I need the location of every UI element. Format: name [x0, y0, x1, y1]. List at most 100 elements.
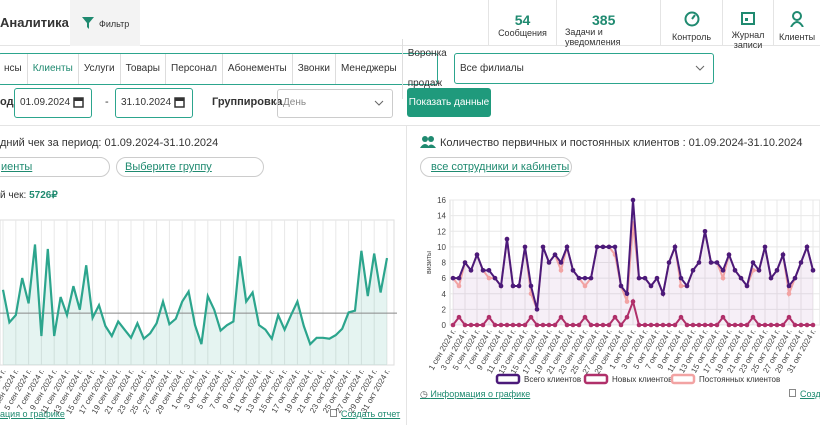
point [498, 283, 504, 289]
grouping-select[interactable]: День [277, 89, 393, 118]
tab[interactable]: нсы [4, 63, 22, 74]
point [726, 322, 732, 328]
point [666, 260, 672, 265]
date-input[interactable]: 31.10.2024 [115, 88, 193, 118]
point [768, 322, 774, 328]
stat-value: 54 [514, 12, 531, 28]
report-link[interactable]: Созда [789, 389, 820, 399]
point [786, 283, 792, 289]
point [588, 322, 594, 328]
point [540, 244, 546, 250]
filter-label: Фильтр [99, 19, 130, 29]
calendar-icon [174, 97, 185, 108]
nav-item[interactable]: Журнал записи [722, 0, 773, 50]
point [468, 322, 474, 328]
dropdown-label: иенты [1, 161, 33, 173]
tab[interactable]: Менеджеры [334, 54, 402, 84]
area [453, 200, 813, 325]
app-title: Аналитика [0, 15, 69, 30]
point [528, 283, 534, 289]
filter-icon [82, 17, 94, 29]
point [648, 283, 654, 289]
select-value: Все филиалы [460, 63, 524, 74]
area [3, 244, 387, 365]
point [726, 252, 732, 257]
point [600, 322, 606, 328]
divider [406, 125, 407, 425]
point [798, 322, 804, 328]
submit-button[interactable]: Показать данные [407, 88, 491, 117]
y-tick-label: 12 [437, 227, 446, 236]
point [450, 322, 456, 328]
tab[interactable]: Абонементы [221, 54, 292, 84]
point [672, 244, 678, 250]
point [702, 228, 708, 234]
filter-tab[interactable]: Фильтр [70, 0, 140, 46]
point [684, 322, 690, 328]
point [630, 299, 636, 304]
point [618, 322, 624, 328]
stat[interactable]: 385 Задачи и уведомления [556, 0, 660, 47]
point [582, 314, 588, 320]
report-link[interactable]: Создать отчет [330, 409, 400, 419]
point [732, 268, 738, 273]
date-input[interactable]: 01.09.2024 [14, 88, 92, 118]
tab[interactable]: Товары [119, 54, 165, 84]
tab[interactable]: Услуги [77, 54, 120, 84]
point [516, 322, 522, 328]
point [702, 322, 708, 328]
info-link[interactable]: ◷ Информация о графике [420, 389, 531, 399]
nav-icon [790, 11, 804, 28]
nav-item[interactable]: Клиенты [773, 0, 820, 46]
point [720, 275, 726, 281]
point [810, 268, 816, 273]
point [486, 268, 492, 273]
point [558, 314, 564, 320]
nav-item[interactable]: Контроль [660, 0, 722, 46]
point [558, 260, 564, 265]
tab[interactable]: Звонки [291, 54, 335, 84]
point [576, 322, 582, 328]
dropdown[interactable]: иенты [0, 157, 110, 177]
point [768, 275, 774, 281]
point [762, 244, 768, 250]
right-chart: 1 сен 2024 г.3 сен 2024 г.5 сен 2024 г.7… [426, 196, 820, 385]
point [756, 268, 762, 273]
dash: - [105, 96, 109, 108]
point [594, 244, 600, 250]
tab[interactable]: Воронка продаж [401, 39, 452, 99]
nav-label: Клиенты [778, 32, 816, 42]
point [738, 275, 744, 281]
point [582, 275, 588, 281]
calendar-icon [73, 97, 84, 108]
dropdown[interactable]: Выберите группу [116, 157, 264, 177]
branch-select[interactable]: Все филиалы [454, 53, 714, 84]
point [624, 314, 630, 320]
info-link[interactable]: ация о графике [0, 409, 65, 419]
tab[interactable]: Персонал [165, 54, 222, 84]
clients-icon [420, 136, 436, 148]
period-label: од [0, 96, 14, 108]
point [570, 322, 576, 328]
tab[interactable]: Клиенты [26, 54, 78, 84]
y-axis-label: визиты [426, 251, 433, 274]
point [474, 322, 480, 328]
dropdown[interactable]: все сотрудники и кабинеты [420, 157, 572, 177]
tabs: нсы Клиенты Услуги Товары Персонал Абонементы… [0, 39, 447, 99]
point [612, 244, 618, 250]
point [576, 275, 582, 281]
point [714, 260, 720, 265]
chevron [374, 100, 384, 106]
date-value: 01.09.2024 [20, 97, 71, 108]
point [564, 244, 570, 250]
nav-icon [684, 11, 699, 27]
stat-value: 385 [592, 12, 616, 28]
point [762, 322, 768, 328]
point [552, 252, 558, 257]
point [642, 275, 648, 281]
summary-label: й чек: [0, 190, 27, 201]
stat[interactable]: 54 Сообщения [488, 0, 556, 46]
point [450, 275, 456, 281]
point [534, 307, 540, 312]
